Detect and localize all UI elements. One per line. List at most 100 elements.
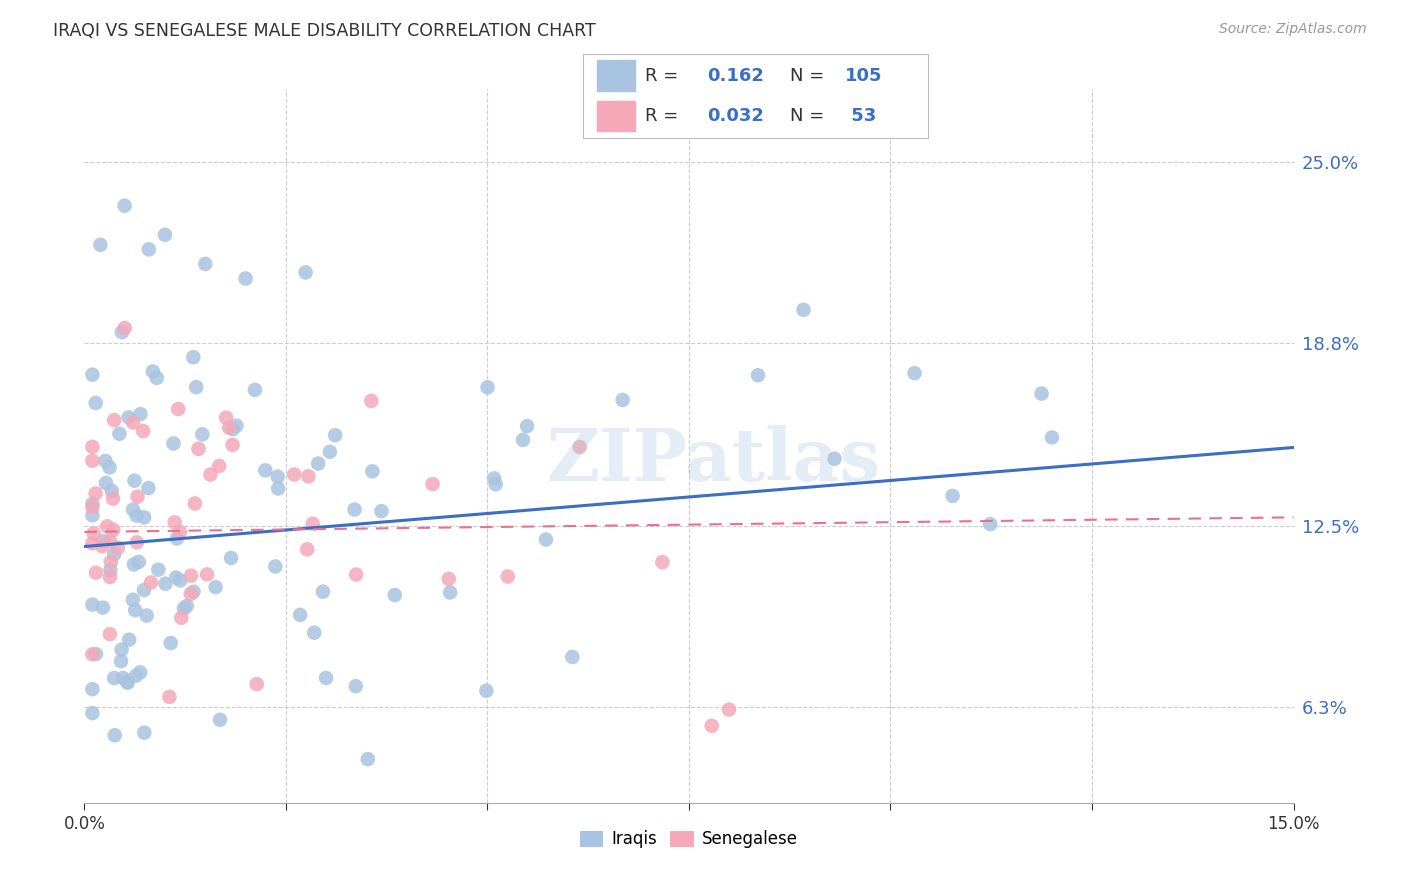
Point (129, 407, 152, 421)
Point (103, 413, 125, 427)
Point (218, 421, 240, 435)
Point (100, 555, 122, 569)
Point (82, 508, 104, 523)
Point (361, 464, 384, 478)
Point (145, 371, 167, 385)
Point (793, 302, 815, 317)
Legend: Iraqis, Senegalese: Iraqis, Senegalese (574, 824, 804, 855)
Point (264, 559, 287, 574)
Point (304, 625, 326, 640)
Point (307, 457, 329, 471)
Point (612, 392, 634, 407)
Point (184, 497, 207, 511)
Point (941, 489, 963, 503)
Point (153, 227, 176, 242)
Point (219, 551, 242, 566)
Point (568, 440, 591, 454)
Text: 53: 53 (845, 107, 876, 125)
Point (561, 649, 583, 664)
Point (129, 665, 152, 680)
Point (125, 508, 148, 523)
Point (96, 519, 118, 533)
Point (84, 396, 107, 410)
Point (84, 486, 107, 500)
Point (169, 524, 191, 539)
Point (204, 580, 226, 594)
Point (169, 574, 191, 588)
Point (208, 458, 231, 473)
Point (100, 483, 122, 498)
Point (344, 679, 367, 693)
Point (747, 368, 769, 383)
Point (181, 350, 204, 364)
Point (89, 237, 111, 252)
Point (103, 523, 125, 537)
Point (200, 467, 222, 482)
Text: Source: ZipAtlas.com: Source: ZipAtlas.com (1219, 22, 1367, 37)
Point (187, 442, 209, 456)
Point (482, 471, 505, 485)
Point (477, 380, 499, 394)
Point (103, 547, 125, 561)
Point (1040, 430, 1063, 444)
Point (1031, 386, 1053, 401)
Point (267, 482, 290, 496)
Point (283, 467, 305, 482)
Point (125, 535, 148, 549)
Point (132, 424, 155, 438)
Text: 105: 105 (845, 67, 883, 85)
Point (516, 419, 538, 434)
Point (82, 453, 104, 467)
Point (122, 558, 145, 572)
Point (135, 608, 157, 623)
Point (422, 477, 444, 491)
Point (215, 410, 238, 425)
Point (979, 517, 1001, 532)
Point (124, 603, 146, 617)
Point (903, 366, 925, 380)
Point (138, 243, 160, 257)
Point (118, 632, 141, 647)
Point (439, 585, 461, 599)
Point (93, 533, 115, 548)
Point (107, 541, 129, 555)
Point (82, 706, 104, 720)
Point (82, 682, 104, 697)
Point (83, 526, 105, 541)
Point (91, 539, 114, 553)
Point (267, 469, 290, 483)
Point (288, 607, 311, 622)
Point (82, 497, 104, 511)
Point (167, 402, 190, 417)
Point (180, 568, 202, 582)
Point (195, 567, 218, 582)
Point (294, 265, 316, 279)
Point (163, 516, 186, 530)
Point (82, 598, 104, 612)
Point (114, 199, 136, 213)
Point (496, 569, 519, 583)
Point (384, 588, 406, 602)
Text: R =: R = (645, 67, 685, 85)
Point (700, 719, 723, 733)
Point (370, 504, 392, 518)
Point (84, 566, 107, 580)
Point (117, 410, 139, 425)
Point (98, 534, 121, 549)
Point (180, 587, 202, 601)
Text: R =: R = (645, 107, 685, 125)
Point (437, 572, 460, 586)
Point (159, 690, 181, 704)
Point (132, 582, 155, 597)
Point (101, 491, 124, 506)
Point (323, 428, 346, 442)
Point (104, 728, 127, 742)
Point (108, 426, 131, 441)
Point (122, 502, 145, 516)
Point (94, 454, 117, 468)
Point (824, 451, 846, 466)
Point (98, 627, 121, 641)
Point (246, 677, 269, 691)
Text: 0.162: 0.162 (707, 67, 765, 85)
Bar (598, 61, 636, 91)
